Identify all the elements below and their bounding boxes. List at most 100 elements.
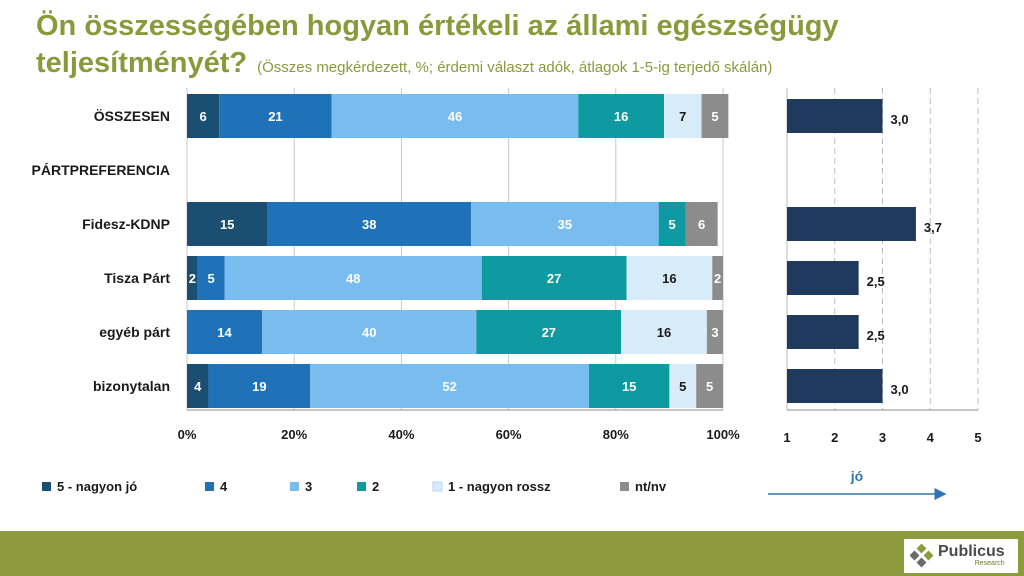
legend: 5 - nagyon jó 4 3 2 1 - nagyon rossz nt/nv xyxy=(42,479,667,494)
bar-osszesen-5-nagyon-jo xyxy=(187,94,220,138)
bar-label-tisza-part-1-nagyon-rossz: 16 xyxy=(662,271,676,286)
bar-osszesen-3 xyxy=(331,94,579,138)
legend-swatch-3 xyxy=(290,482,299,491)
bar-egyeb-part-3 xyxy=(262,310,477,354)
bar-osszesen-4 xyxy=(219,94,332,138)
bar-egyeb-part-1-nagyon-rossz xyxy=(621,310,707,354)
legend-swatch-1-nagyon-rossz xyxy=(432,481,443,492)
bar-label-tisza-part-5-nagyon-jo: 2 xyxy=(189,271,196,286)
bar-label-osszesen-2: 16 xyxy=(614,109,628,124)
bar-label-fidesz-kdnp-4: 38 xyxy=(362,217,376,232)
mean-chart-bars: 3,0 3,7 2,5 2,5 3,0 xyxy=(787,99,942,403)
bar-label-egyeb-part-nt-nv: 3 xyxy=(711,325,718,340)
bar-label-tisza-part-3: 48 xyxy=(346,271,360,286)
stacked-chart-grid xyxy=(186,88,724,411)
bar-bizonytalan-4 xyxy=(208,364,311,408)
mean-x-tick-label-4: 5 xyxy=(974,430,981,445)
mean-x-tick-label-2: 3 xyxy=(879,430,886,445)
mean-bar-osszesen xyxy=(787,99,883,133)
bar-label-fidesz-kdnp-3: 35 xyxy=(558,217,572,232)
x-tick-label-2: 40% xyxy=(388,427,414,442)
x-tick-label-4: 80% xyxy=(603,427,629,442)
title-main: Ön összességében hogyan értékeli az álla… xyxy=(36,10,839,79)
legend-swatch-4 xyxy=(205,482,214,491)
chart-subtitle: (Összes megkérdezett, %; érdemi választ … xyxy=(257,59,773,76)
mean-chart-grid xyxy=(786,88,979,411)
x-tick-label-3: 60% xyxy=(496,427,522,442)
bar-label-osszesen-4: 21 xyxy=(268,109,282,124)
mean-bar-label-fidesz-kdnp: 3,7 xyxy=(924,220,942,235)
bar-tisza-part-3 xyxy=(224,256,482,300)
mean-bar-label-egyeb-part: 2,5 xyxy=(867,328,885,343)
bar-label-bizonytalan-1-nagyon-rossz: 5 xyxy=(679,379,686,394)
legend-label-2: 2 xyxy=(372,479,379,494)
x-tick-label-1: 20% xyxy=(281,427,307,442)
legend-label-4: 4 xyxy=(220,479,228,494)
legend-swatch-2 xyxy=(357,482,366,491)
mean-bar-label-osszesen: 3,0 xyxy=(891,112,909,127)
bar-label-egyeb-part-4: 14 xyxy=(217,325,232,340)
bar-label-egyeb-part-1-nagyon-rossz: 16 xyxy=(657,325,671,340)
bar-bizonytalan-nt-nv xyxy=(696,364,723,408)
x-tick-label-0: 0% xyxy=(178,427,197,442)
category-label-fidesz-kdnp: Fidesz-KDNP xyxy=(82,216,170,232)
mean-x-tick-label-3: 4 xyxy=(927,430,935,445)
mean-bar-egyeb-part xyxy=(787,315,859,349)
bar-label-bizonytalan-3: 52 xyxy=(442,379,456,394)
bar-fidesz-kdnp-3 xyxy=(471,202,659,246)
bar-label-fidesz-kdnp-2: 5 xyxy=(668,217,675,232)
bar-egyeb-part-2 xyxy=(476,310,622,354)
category-label-partpreferencia: PÁRTPREFERENCIA xyxy=(32,162,170,178)
bar-label-tisza-part-2: 27 xyxy=(547,271,561,286)
direction-arrow: jó xyxy=(768,468,947,500)
category-label-egyeb-part: egyéb párt xyxy=(99,324,170,340)
bar-label-osszesen-nt-nv: 5 xyxy=(711,109,718,124)
bar-label-tisza-part-4: 5 xyxy=(208,271,215,286)
bar-label-bizonytalan-4: 19 xyxy=(252,379,266,394)
stacked-chart-bars: 6 21 46 16 7 515 38 35 5 62 5 48 27 16 214 40 27 16 34 19 52… xyxy=(187,94,729,408)
bar-label-osszesen-5-nagyon-jo: 6 xyxy=(199,109,206,124)
bar-label-bizonytalan-nt-nv: 5 xyxy=(706,379,713,394)
bar-fidesz-kdnp-4 xyxy=(267,202,472,246)
bar-label-osszesen-3: 46 xyxy=(448,109,462,124)
mean-bar-tisza-part xyxy=(787,261,859,295)
x-tick-label-5: 100% xyxy=(706,427,740,442)
legend-label-nt-nv: nt/nv xyxy=(635,479,667,494)
chart-title: Ön összességében hogyan értékeli az álla… xyxy=(36,8,996,86)
bar-bizonytalan-3 xyxy=(310,364,589,408)
bar-label-bizonytalan-2: 15 xyxy=(622,379,636,394)
bar-osszesen-1-nagyon-rossz xyxy=(664,94,702,138)
mean-x-tick-label-1: 2 xyxy=(831,430,838,445)
bar-tisza-part-2 xyxy=(481,256,627,300)
chart-area: 6 21 46 16 7 515 38 35 5 62 5 48 27 16 214 40 27 16 34 19 52… xyxy=(32,88,982,500)
brand-name: Publicus xyxy=(938,543,1005,560)
mean-bar-bizonytalan xyxy=(787,369,883,403)
bar-egyeb-part-4 xyxy=(187,310,263,354)
bar-tisza-part-nt-nv xyxy=(712,256,723,300)
legend-label-5-nagyon-jo: 5 - nagyon jó xyxy=(57,479,137,494)
bar-label-tisza-part-nt-nv: 2 xyxy=(714,271,721,286)
bar-tisza-part-1-nagyon-rossz xyxy=(626,256,713,300)
bar-label-fidesz-kdnp-5-nagyon-jo: 15 xyxy=(220,217,234,232)
mean-x-tick-label-0: 1 xyxy=(783,430,790,445)
category-label-osszesen: ÖSSZESEN xyxy=(94,108,170,124)
brand-sub: Research xyxy=(974,560,1005,567)
category-label-bizonytalan: bizonytalan xyxy=(93,378,170,394)
bar-label-egyeb-part-2: 27 xyxy=(542,325,556,340)
stacked-chart-category-labels: ÖSSZESEN PÁRTPREFERENCIA Fidesz-KDNP Tisza … xyxy=(32,108,171,394)
bar-fidesz-kdnp-2 xyxy=(658,202,686,246)
mean-chart-x-ticks: 1 2 3 4 5 xyxy=(783,430,981,445)
mean-bar-label-bizonytalan: 3,0 xyxy=(891,382,909,397)
stacked-chart-x-ticks: 0% 20% 40% 60% 80% 100% xyxy=(178,427,740,442)
legend-swatch-nt-nv xyxy=(620,482,629,491)
bar-fidesz-kdnp-nt-nv xyxy=(685,202,718,246)
bar-egyeb-part-nt-nv xyxy=(706,310,723,354)
footer-bar: Publicus Research xyxy=(0,531,1024,576)
bar-tisza-part-4 xyxy=(197,256,225,300)
logo-diamond-icon xyxy=(909,543,934,568)
legend-label-3: 3 xyxy=(305,479,312,494)
arrow-label: jó xyxy=(850,468,863,484)
bar-label-fidesz-kdnp-nt-nv: 6 xyxy=(698,217,705,232)
bar-label-bizonytalan-5-nagyon-jo: 4 xyxy=(194,379,202,394)
bar-fidesz-kdnp-5-nagyon-jo xyxy=(187,202,268,246)
